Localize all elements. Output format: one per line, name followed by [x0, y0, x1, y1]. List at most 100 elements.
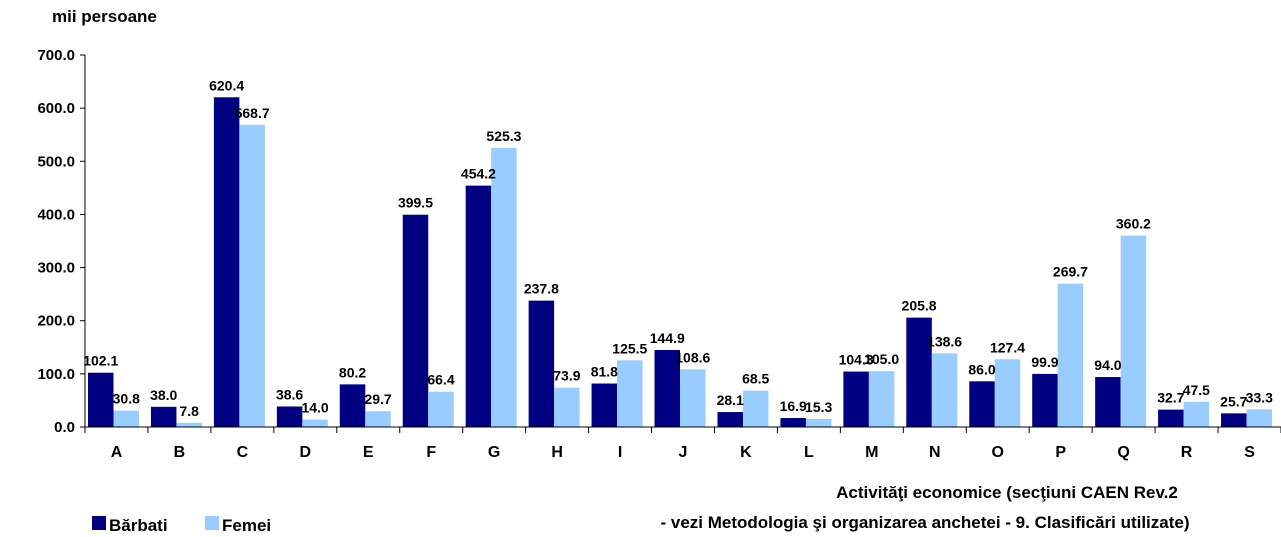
data-label-barbati: 28.1	[717, 392, 744, 408]
data-label-barbati: 399.5	[398, 195, 433, 211]
data-label-barbati: 454.2	[461, 166, 496, 182]
bar-femei	[302, 419, 328, 427]
data-label-femei: 568.7	[235, 105, 270, 121]
bar-femei	[239, 124, 265, 427]
data-label-femei: 14.0	[301, 400, 328, 416]
data-label-femei: 73.9	[553, 368, 580, 384]
x-tick-label: J	[679, 444, 688, 461]
data-label-femei: 30.8	[113, 391, 140, 407]
data-label-barbati: 81.8	[591, 364, 618, 380]
bar-femei	[1246, 409, 1273, 427]
data-label-barbati: 102.1	[83, 353, 118, 369]
data-label-femei: 7.8	[179, 403, 199, 419]
legend-label: Femei	[222, 516, 271, 535]
data-label-femei: 15.3	[805, 399, 832, 415]
bar-barbati	[528, 300, 555, 427]
x-axis: A B C D E F G H I J K L M N O P Q R S	[84, 426, 1281, 461]
data-label-femei: 127.4	[990, 339, 1025, 355]
legend-item-barbati: Bărbati	[92, 516, 168, 535]
y-tick-label: 300.0	[37, 260, 75, 277]
bar-barbati	[402, 214, 429, 427]
bar-barbati	[717, 412, 743, 427]
data-label-barbati: 38.0	[150, 387, 177, 403]
data-label-barbati: 144.9	[650, 330, 685, 346]
x-tick-label: M	[865, 444, 878, 461]
data-label-barbati: 32.7	[1157, 390, 1184, 406]
data-label-femei: 138.6	[927, 333, 962, 349]
bar-barbati	[465, 185, 492, 427]
data-label-barbati: 104.3	[839, 352, 874, 368]
data-label-barbati: 205.8	[902, 298, 937, 314]
x-tick-label: I	[618, 444, 622, 461]
x-tick-label: N	[929, 444, 941, 461]
bar-femei	[994, 359, 1021, 427]
data-label-barbati: 237.8	[524, 281, 559, 297]
data-label-femei: 360.2	[1116, 216, 1151, 232]
x-tick-label: P	[1055, 444, 1066, 461]
data-label-femei: 68.5	[742, 371, 769, 387]
data-label-femei: 269.7	[1053, 264, 1088, 280]
y-tick-label: 400.0	[37, 206, 75, 223]
y-axis: 0.0 100.0 200.0 300.0 400.0 500.0 600.0 700.0	[37, 47, 86, 436]
bar-barbati	[843, 371, 869, 427]
bar-barbati	[780, 418, 806, 427]
data-label-barbati: 620.4	[209, 77, 244, 93]
x-tick-label: E	[363, 444, 374, 461]
x-tick-label: S	[1244, 444, 1255, 461]
data-label-barbati: 16.9	[780, 398, 807, 414]
bar-barbati	[150, 406, 177, 427]
bar-barbati	[906, 317, 932, 427]
y-tick-label: 500.0	[37, 153, 75, 170]
x-tick-label: Q	[1117, 444, 1129, 461]
x-axis-title-line2: - vezi Metodologia şi organizarea anchet…	[660, 513, 1189, 532]
bar-femei	[1057, 283, 1084, 427]
x-tick-label: B	[174, 444, 186, 461]
x-tick-label: L	[804, 444, 814, 461]
x-tick-label: D	[300, 444, 312, 461]
data-label-barbati: 25.7	[1220, 393, 1247, 409]
y-tick-label: 700.0	[37, 47, 75, 64]
bar-femei	[868, 371, 895, 427]
bars-group	[88, 97, 1273, 428]
bar-barbati	[1032, 373, 1058, 427]
bar-femei	[742, 390, 769, 427]
bar-femei	[805, 418, 832, 427]
bar-femei	[428, 391, 454, 427]
data-label-barbati: 94.0	[1094, 357, 1121, 373]
data-label-femei: 66.4	[427, 372, 454, 388]
bar-femei	[617, 360, 643, 427]
data-labels-group: 102.1 38.0 620.4 38.6 80.2 399.5 454.2 237.8 81.…	[83, 77, 1273, 419]
bar-barbati	[654, 349, 681, 427]
data-label-femei: 105.0	[864, 351, 899, 367]
x-tick-label: H	[551, 444, 563, 461]
y-tick-label: 600.0	[37, 100, 75, 117]
bar-barbati	[339, 384, 366, 427]
data-label-barbati: 86.0	[968, 361, 995, 377]
x-tick-label: R	[1181, 444, 1193, 461]
data-label-barbati: 38.6	[276, 386, 303, 402]
data-label-barbati: 99.9	[1031, 354, 1058, 370]
x-tick-label: G	[488, 444, 500, 461]
y-tick-label: 200.0	[37, 313, 75, 330]
y-axis-unit-label: mii persoane	[52, 7, 157, 26]
bar-femei	[113, 410, 139, 427]
data-label-femei: 29.7	[364, 391, 391, 407]
data-label-femei: 47.5	[1183, 382, 1210, 398]
data-label-femei: 125.5	[612, 340, 647, 356]
bar-femei	[491, 147, 517, 427]
y-tick-label: 100.0	[37, 366, 75, 383]
legend-swatch	[205, 516, 219, 530]
bar-barbati	[969, 381, 995, 427]
x-tick-label: O	[992, 444, 1004, 461]
data-label-femei: 33.3	[1246, 389, 1273, 405]
y-tick-label: 0.0	[54, 419, 75, 436]
bar-femei	[1183, 401, 1210, 427]
x-tick-label: F	[426, 444, 436, 461]
data-label-femei: 525.3	[486, 128, 521, 144]
data-label-femei: 108.6	[675, 349, 710, 365]
x-tick-label: K	[740, 444, 752, 461]
bar-barbati	[88, 372, 114, 427]
bar-barbati	[1158, 409, 1184, 427]
legend-label: Bărbati	[109, 516, 168, 535]
